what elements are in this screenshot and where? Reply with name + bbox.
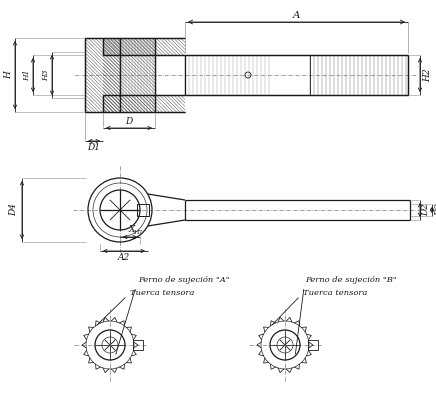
Text: Tuerca tensora: Tuerca tensora <box>97 289 194 325</box>
Text: H3: H3 <box>42 69 50 81</box>
Text: Tuerca tensora: Tuerca tensora <box>272 289 368 325</box>
Text: A2: A2 <box>118 253 130 263</box>
Text: Perno de sujeción "B": Perno de sujeción "B" <box>295 276 397 354</box>
Text: H7: H7 <box>133 230 143 236</box>
Text: D1: D1 <box>88 143 101 152</box>
Bar <box>133 340 143 350</box>
Bar <box>308 340 318 350</box>
Text: H1: H1 <box>23 69 31 81</box>
Text: Perno de sujeción "A": Perno de sujeción "A" <box>116 276 230 354</box>
Text: H: H <box>4 71 14 79</box>
Text: D: D <box>126 116 133 126</box>
Text: H2: H2 <box>423 68 433 82</box>
Text: X: X <box>129 225 135 234</box>
Text: D2: D2 <box>422 204 430 217</box>
Text: D4: D4 <box>10 204 18 217</box>
Text: A: A <box>293 11 300 19</box>
Bar <box>137 204 149 216</box>
